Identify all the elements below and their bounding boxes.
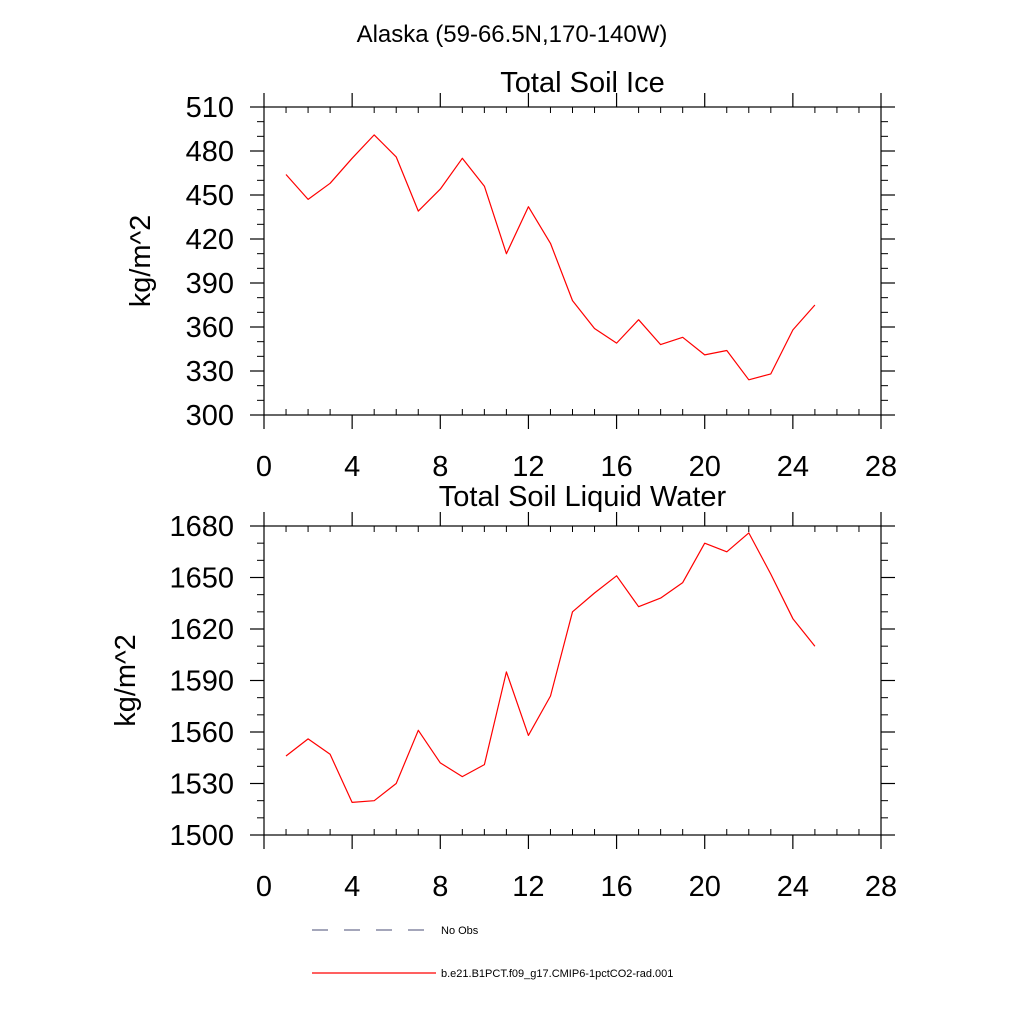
x-tick-label: 4 (344, 451, 360, 483)
x-tick-label: 16 (600, 871, 632, 903)
series-line-1 (285, 532, 816, 804)
x-tick-label: 20 (689, 871, 721, 903)
series-line-1 (285, 134, 816, 381)
y-tick-label: 300 (186, 400, 234, 432)
y-tick-label: 480 (186, 136, 234, 168)
x-tick-label: 12 (512, 871, 544, 903)
y-tick-label: 390 (186, 268, 234, 300)
y-tick-label: 1530 (169, 769, 234, 801)
x-tick-label: 0 (256, 871, 272, 903)
x-tick-label: 24 (777, 451, 809, 483)
chart-title: Total Soil Ice (500, 67, 664, 99)
x-tick-label: 20 (689, 451, 721, 483)
y-tick-label: 1650 (169, 563, 234, 595)
y-tick-label: 450 (186, 180, 234, 212)
x-tick-label: 28 (865, 871, 897, 903)
legend-item-1: No Obs (312, 925, 479, 937)
x-tick-label: 24 (777, 871, 809, 903)
y-tick-label: 1590 (169, 666, 234, 698)
x-tick-label: 12 (512, 451, 544, 483)
y-tick-label: 420 (186, 224, 234, 256)
y-tick-label: 1620 (169, 614, 234, 646)
x-tick-label: 8 (432, 451, 448, 483)
x-tick-label: 8 (432, 871, 448, 903)
figure-title: Alaska (59-66.5N,170-140W) (357, 21, 668, 48)
y-axis-label: kg/m^2 (125, 215, 157, 308)
legend-label: No Obs (441, 925, 479, 937)
chart-title: Total Soil Liquid Water (439, 481, 727, 513)
legend-item-2: b.e21.B1PCT.f09_g17.CMIP6-1pctCO2-rad.00… (312, 968, 673, 980)
x-tick-label: 0 (256, 451, 272, 483)
x-tick-label: 4 (344, 871, 360, 903)
x-tick-label: 28 (865, 451, 897, 483)
y-tick-label: 1680 (169, 511, 234, 543)
y-tick-label: 510 (186, 92, 234, 124)
y-tick-label: 1560 (169, 717, 234, 749)
y-tick-label: 360 (186, 312, 234, 344)
chart-panel-1: Total Soil Ice kg/m^2 0 4 8 12 16 20 24 28 300 330 3… (125, 67, 897, 483)
x-tick-label: 16 (600, 451, 632, 483)
y-tick-label: 1500 (169, 820, 234, 852)
plot-frame (263, 525, 882, 836)
legend-label: b.e21.B1PCT.f09_g17.CMIP6-1pctCO2-rad.00… (441, 968, 673, 980)
y-tick-label: 330 (186, 356, 234, 388)
y-axis-label: kg/m^2 (110, 634, 142, 727)
legend: No Obs b.e21.B1PCT.f09_g17.CMIP6-1pctCO2-… (312, 925, 673, 980)
